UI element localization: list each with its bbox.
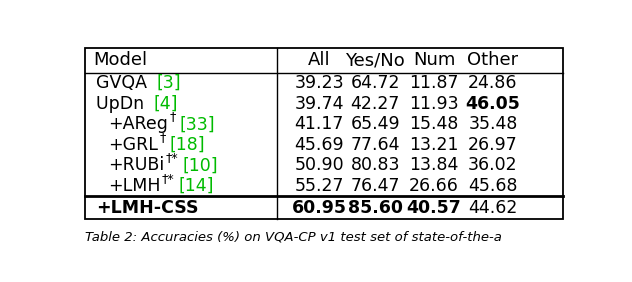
Text: 40.57: 40.57 (407, 199, 461, 217)
Text: +LMH: +LMH (108, 177, 161, 195)
Text: +AReg: +AReg (108, 115, 167, 133)
Text: 42.27: 42.27 (351, 95, 400, 113)
Text: Model: Model (94, 51, 148, 69)
Text: [3]: [3] (156, 74, 181, 92)
Text: 77.64: 77.64 (351, 136, 400, 154)
Text: +LMH-CSS: +LMH-CSS (95, 199, 198, 217)
Text: 45.69: 45.69 (294, 136, 344, 154)
Text: [10]: [10] (182, 157, 218, 175)
Text: 35.48: 35.48 (468, 115, 518, 133)
Text: 39.23: 39.23 (294, 74, 344, 92)
Text: UpDn: UpDn (95, 95, 149, 113)
Text: †*: †* (166, 151, 178, 164)
Text: [33]: [33] (179, 115, 215, 133)
Text: 41.17: 41.17 (295, 115, 344, 133)
Text: 13.84: 13.84 (410, 157, 459, 175)
Text: 36.02: 36.02 (468, 157, 518, 175)
Text: 60.95: 60.95 (291, 199, 346, 217)
Text: Other: Other (467, 51, 518, 69)
Text: 55.27: 55.27 (295, 177, 344, 195)
Text: 80.83: 80.83 (351, 157, 400, 175)
Text: †*: †* (162, 172, 174, 185)
Text: [18]: [18] (169, 136, 205, 154)
Text: 50.90: 50.90 (294, 157, 344, 175)
Text: 15.48: 15.48 (410, 115, 459, 133)
Text: †: † (169, 110, 176, 123)
Text: 11.87: 11.87 (410, 74, 459, 92)
Text: 13.21: 13.21 (410, 136, 459, 154)
Text: 64.72: 64.72 (351, 74, 400, 92)
Text: GVQA: GVQA (95, 74, 152, 92)
Text: Yes/No: Yes/No (346, 51, 405, 69)
Text: Table 2: Accuracies (%) on VQA-CP v1 test set of state-of-the-a: Table 2: Accuracies (%) on VQA-CP v1 tes… (85, 230, 502, 243)
Text: 46.05: 46.05 (465, 95, 520, 113)
Text: +RUBi: +RUBi (108, 157, 164, 175)
Text: 26.97: 26.97 (468, 136, 518, 154)
Text: 65.49: 65.49 (351, 115, 400, 133)
Text: 24.86: 24.86 (468, 74, 518, 92)
Text: 45.68: 45.68 (468, 177, 518, 195)
Text: †: † (159, 131, 166, 144)
Text: [14]: [14] (178, 177, 214, 195)
Text: 44.62: 44.62 (468, 199, 518, 217)
Text: All: All (308, 51, 331, 69)
Text: 76.47: 76.47 (351, 177, 400, 195)
Bar (85, 48, 563, 219)
Text: 39.74: 39.74 (295, 95, 344, 113)
Text: +GRL: +GRL (108, 136, 158, 154)
Text: Num: Num (413, 51, 455, 69)
Text: [4]: [4] (153, 95, 178, 113)
Text: 26.66: 26.66 (409, 177, 459, 195)
Text: 11.93: 11.93 (410, 95, 459, 113)
Text: 85.60: 85.60 (348, 199, 403, 217)
